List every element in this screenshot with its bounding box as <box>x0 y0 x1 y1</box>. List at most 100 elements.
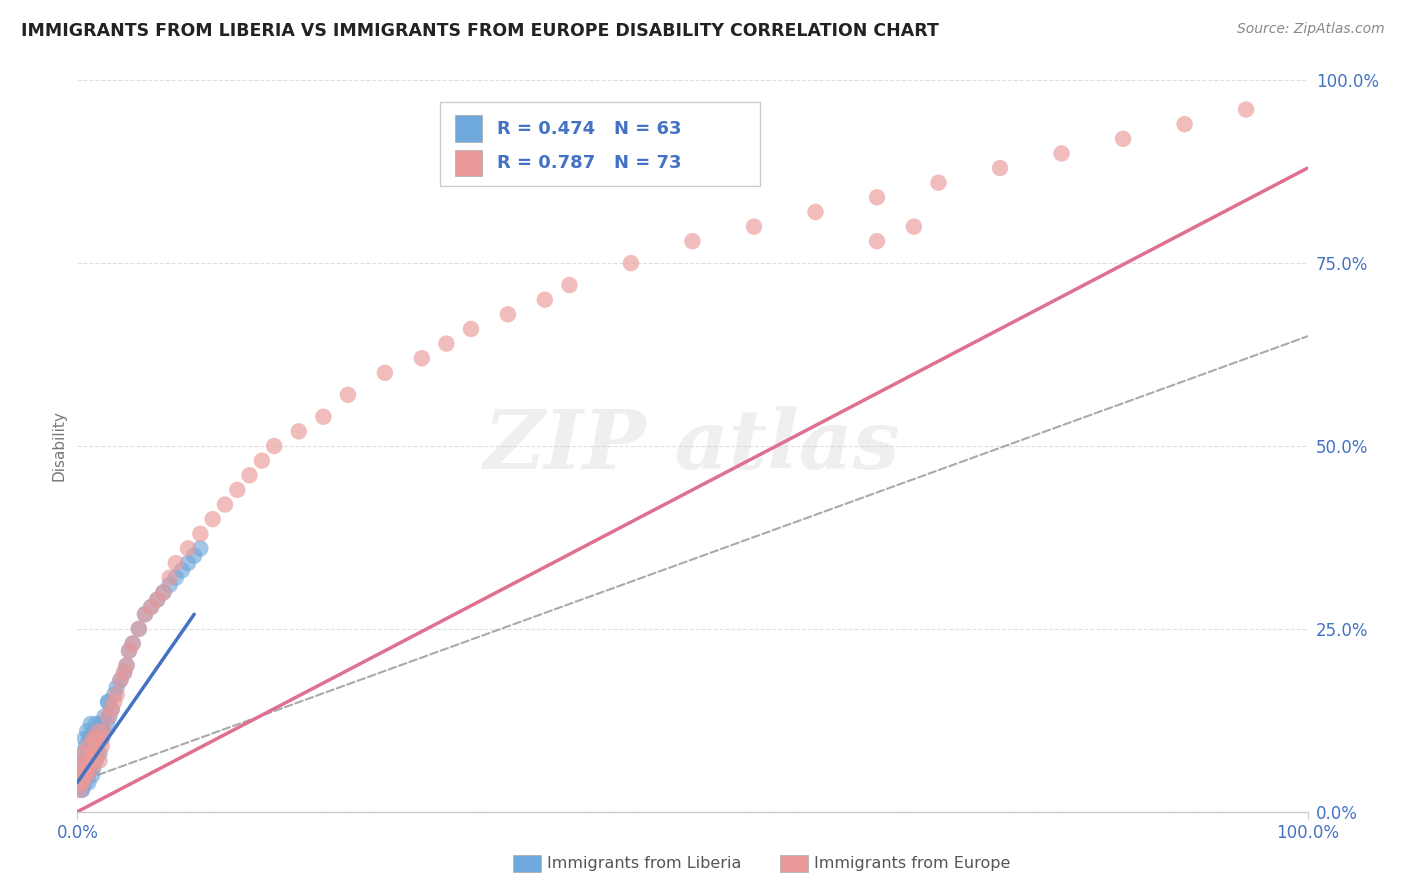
Point <box>75 754 97 768</box>
Point <box>70 768 93 782</box>
Point <box>263 439 285 453</box>
Point <box>84 717 107 731</box>
Text: R = 0.474: R = 0.474 <box>496 120 595 137</box>
Point <box>69 782 91 797</box>
Point <box>159 571 181 585</box>
Point <box>73 775 96 789</box>
Text: Source: ZipAtlas.com: Source: ZipAtlas.com <box>1237 22 1385 37</box>
Point <box>188 526 212 541</box>
Point <box>460 322 482 336</box>
Point <box>84 739 107 753</box>
Point <box>70 761 93 775</box>
Point <box>152 585 174 599</box>
Point <box>118 644 141 658</box>
Point <box>141 599 163 614</box>
Point <box>411 351 433 366</box>
Point <box>112 665 135 680</box>
Point <box>79 761 101 775</box>
Point <box>682 234 704 248</box>
Point <box>159 578 181 592</box>
Point <box>89 754 111 768</box>
Point <box>239 468 262 483</box>
Point <box>288 425 311 439</box>
Point <box>183 549 205 563</box>
Point <box>77 739 100 753</box>
Bar <box>456 115 482 142</box>
Point <box>86 746 108 760</box>
Point <box>146 592 169 607</box>
Point <box>80 754 103 768</box>
Point <box>69 775 91 789</box>
Point <box>103 688 125 702</box>
Point <box>70 782 93 797</box>
Point <box>93 724 115 739</box>
Point <box>1174 117 1197 131</box>
Point <box>312 409 335 424</box>
Point <box>1112 132 1135 146</box>
Point <box>79 754 101 768</box>
Point <box>866 234 889 248</box>
Point <box>83 754 105 768</box>
Point <box>87 731 110 746</box>
Point <box>77 746 100 760</box>
Point <box>188 541 212 556</box>
Point <box>177 556 200 570</box>
Point <box>73 731 96 746</box>
Point <box>118 644 141 658</box>
Point <box>82 746 104 760</box>
Point <box>72 768 94 782</box>
Point <box>84 754 107 768</box>
Point <box>97 695 120 709</box>
Point <box>165 571 187 585</box>
Point <box>141 599 163 614</box>
Point <box>70 775 93 789</box>
Point <box>103 695 125 709</box>
Point <box>82 761 104 775</box>
Point <box>90 717 112 731</box>
Point <box>73 761 96 775</box>
Point <box>80 746 103 760</box>
Point <box>165 556 187 570</box>
Point <box>84 739 107 753</box>
Point <box>82 731 104 746</box>
Text: N = 73: N = 73 <box>614 154 682 172</box>
Point <box>90 717 114 731</box>
Text: IMMIGRANTS FROM LIBERIA VS IMMIGRANTS FROM EUROPE DISABILITY CORRELATION CHART: IMMIGRANTS FROM LIBERIA VS IMMIGRANTS FR… <box>21 22 939 40</box>
Point <box>128 622 150 636</box>
Point <box>90 731 114 746</box>
Point <box>72 746 94 760</box>
Point <box>121 636 143 650</box>
Point <box>76 768 98 782</box>
Point <box>866 190 889 204</box>
Point <box>75 739 97 753</box>
Point <box>620 256 643 270</box>
Point <box>79 731 101 746</box>
Point <box>250 453 273 467</box>
Point <box>79 754 101 768</box>
Point <box>70 782 93 797</box>
Point <box>201 512 224 526</box>
Text: Immigrants from Liberia: Immigrants from Liberia <box>547 856 741 871</box>
Point <box>177 541 200 556</box>
Point <box>534 293 557 307</box>
Point <box>93 709 115 723</box>
Point <box>86 739 108 753</box>
Y-axis label: Disability: Disability <box>51 410 66 482</box>
Point <box>804 205 827 219</box>
Point <box>337 388 360 402</box>
Point <box>742 219 765 234</box>
Point <box>82 739 104 753</box>
Point <box>121 636 143 650</box>
Point <box>72 746 94 760</box>
Text: Immigrants from Europe: Immigrants from Europe <box>814 856 1011 871</box>
Point <box>84 731 107 746</box>
Point <box>77 775 100 789</box>
Point <box>96 717 118 731</box>
Point <box>105 681 128 695</box>
Point <box>115 658 138 673</box>
Point <box>89 731 111 746</box>
Text: N = 63: N = 63 <box>614 120 682 137</box>
Point <box>73 754 96 768</box>
Point <box>101 702 124 716</box>
Point <box>97 709 120 723</box>
